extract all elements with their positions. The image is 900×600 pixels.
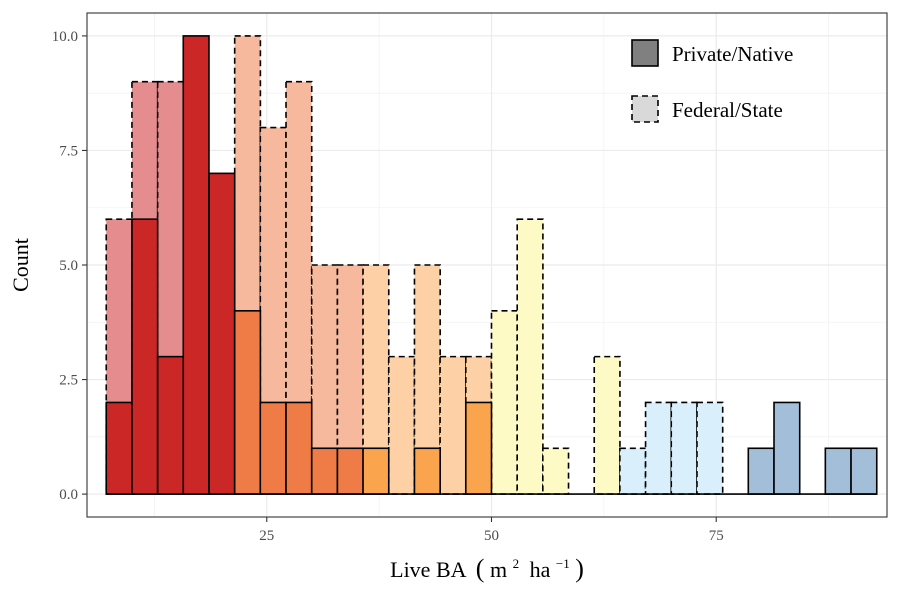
x-axis-unit-ha-exp: −1: [556, 556, 570, 571]
x-tick-label: 50: [484, 528, 499, 544]
bar-private-native: [336, 447, 364, 495]
x-axis: 25 50 75: [259, 517, 724, 544]
x-axis-unit-m: m: [490, 557, 507, 582]
bar-private-native: [362, 447, 390, 495]
x-axis-unit-open: (: [476, 554, 485, 583]
y-tick-label: 10.0: [52, 29, 78, 45]
bar-federal-state: [439, 355, 467, 495]
bar-private-native: [131, 218, 159, 495]
bar-private-native: [773, 401, 801, 495]
bar-federal-state: [516, 218, 544, 495]
bar-private-native: [233, 310, 262, 495]
legend: Private/Native Federal/State: [631, 39, 793, 123]
bar-private-native: [464, 401, 493, 495]
bar-private-native: [310, 447, 339, 495]
y-tick-label: 5.0: [59, 258, 78, 274]
bar-private-native: [259, 401, 287, 495]
bar-private-native: [285, 401, 313, 495]
bar-federal-state: [619, 447, 647, 495]
y-tick-label: 2.5: [59, 373, 78, 389]
y-tick-label: 7.5: [59, 143, 78, 159]
x-axis-unit-ha: ha: [530, 557, 551, 582]
x-axis-unit-m-exp: 2: [513, 556, 520, 571]
bar-private-native: [208, 172, 236, 495]
bar-private-native: [413, 447, 441, 495]
bar-private-native: [156, 355, 185, 495]
bar-federal-state: [670, 401, 698, 495]
y-axis-title: Count: [8, 238, 33, 292]
bar-federal-state: [593, 355, 621, 495]
x-axis-title: Live BA ( m 2 ha −1 ): [390, 548, 584, 583]
x-axis-title-main: Live BA: [390, 557, 466, 582]
x-axis-unit-close: ): [575, 554, 584, 583]
bar-federal-state: [387, 355, 416, 495]
bar-private-native: [747, 447, 775, 495]
bar-federal-state: [696, 401, 724, 495]
bar-federal-state: [490, 310, 519, 495]
y-tick-label: 0.0: [59, 487, 78, 503]
legend-key-federal-state: [631, 95, 659, 123]
x-tick-label: 25: [259, 528, 274, 544]
bar-private-native: [824, 447, 852, 495]
legend-label-federal-state: Federal/State: [672, 98, 783, 122]
federal-state-bars: [105, 35, 724, 495]
bar-private-native: [182, 35, 210, 495]
bar-federal-state: [644, 401, 673, 495]
y-axis: 0.0 2.5 5.0 7.5 10.0: [52, 29, 87, 503]
bar-private-native: [850, 447, 878, 495]
legend-label-private-native: Private/Native: [672, 42, 793, 66]
legend-key-private-native: [631, 39, 659, 67]
bar-private-native: [105, 401, 133, 495]
bar-federal-state: [542, 447, 570, 495]
x-tick-label: 75: [709, 528, 724, 544]
